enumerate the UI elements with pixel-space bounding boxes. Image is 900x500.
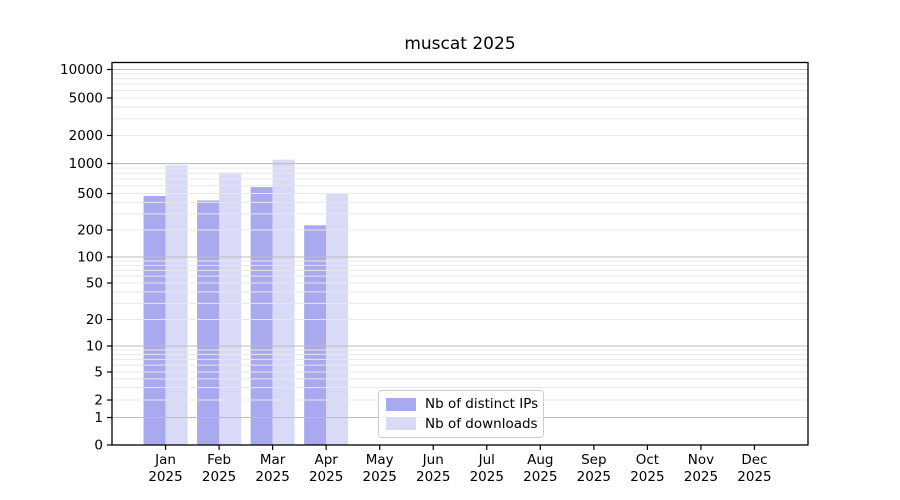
- bar-distinct-ips-jan: [143, 195, 166, 445]
- y-axis-group: 0 12 5 10 20 50 100 200 500 1000 2000 5000 10000: [60, 62, 112, 454]
- x-tick-label-year: 2025: [684, 469, 718, 485]
- legend-item-downloads: Nb of downloads: [386, 415, 538, 432]
- y-tick-label: 10: [86, 339, 103, 355]
- bar-downloads-jan: [165, 165, 188, 445]
- x-tick-label-year: 2025: [737, 469, 771, 485]
- gridlines-minor-group: [112, 73, 808, 401]
- y-tick-label: 1: [94, 410, 103, 426]
- x-axis-group: Jan2025Feb2025Mar2025Apr2025May2025Jun20…: [148, 445, 772, 485]
- y-tick-label: 200: [77, 222, 103, 238]
- plot-frame: [111, 61, 809, 446]
- x-tick-label-year: 2025: [202, 469, 236, 485]
- y-tick-label: 1000: [69, 156, 103, 172]
- bar-downloads-feb: [219, 172, 242, 446]
- y-tick-label: 5: [94, 365, 103, 381]
- legend-swatch-downloads: [386, 417, 416, 431]
- x-tick-label-month: Oct: [636, 452, 659, 468]
- x-tick-label-year: 2025: [255, 469, 289, 485]
- bar-downloads-mar: [272, 159, 295, 445]
- y-tick-label: 5000: [69, 90, 103, 106]
- y-tick-label: 2: [94, 393, 103, 409]
- y-tick-label: 10000: [60, 62, 103, 78]
- x-tick-label-month: Sep: [581, 452, 606, 468]
- bar-distinct-ips-apr: [304, 225, 327, 445]
- x-tick-label-year: 2025: [470, 469, 504, 485]
- x-tick-label-year: 2025: [309, 469, 343, 485]
- legend-box: Nb of distinct IPs Nb of downloads: [378, 390, 544, 438]
- y-tick-label: 500: [77, 186, 103, 202]
- y-tick-label: 2000: [69, 128, 103, 144]
- x-tick-label-month: Apr: [314, 452, 338, 468]
- x-tick-label-month: Feb: [207, 452, 231, 468]
- y-tick-label: 100: [77, 250, 103, 266]
- y-tick-label: 20: [86, 312, 103, 328]
- x-tick-label-year: 2025: [523, 469, 557, 485]
- legend-item-distinct-ips: Nb of distinct IPs: [386, 396, 539, 413]
- x-tick-label-month: Nov: [688, 452, 714, 468]
- legend-swatch-distinct-ips: [386, 397, 416, 411]
- y-tick-label: 50: [86, 276, 103, 292]
- x-tick-label-month: May: [366, 452, 394, 468]
- legend-label-downloads: Nb of downloads: [425, 415, 538, 432]
- x-tick-label-year: 2025: [416, 469, 450, 485]
- x-tick-label-month: Jun: [422, 452, 444, 468]
- x-tick-label-year: 2025: [577, 469, 611, 485]
- x-tick-label-year: 2025: [148, 469, 182, 485]
- x-tick-label-month: Jan: [154, 452, 176, 468]
- x-tick-label-month: Aug: [527, 452, 553, 468]
- legend-label-distinct-ips: Nb of distinct IPs: [425, 396, 539, 413]
- bar-distinct-ips-mar: [250, 187, 273, 445]
- x-tick-label-year: 2025: [630, 469, 664, 485]
- x-tick-label-month: Mar: [260, 452, 286, 468]
- x-tick-label-month: Dec: [741, 452, 767, 468]
- bar-distinct-ips-feb: [197, 200, 220, 445]
- y-tick-label: 0: [94, 438, 103, 454]
- x-tick-label-month: Jul: [478, 452, 495, 468]
- chart-title: muscat 2025: [404, 34, 516, 54]
- x-tick-label-year: 2025: [363, 469, 397, 485]
